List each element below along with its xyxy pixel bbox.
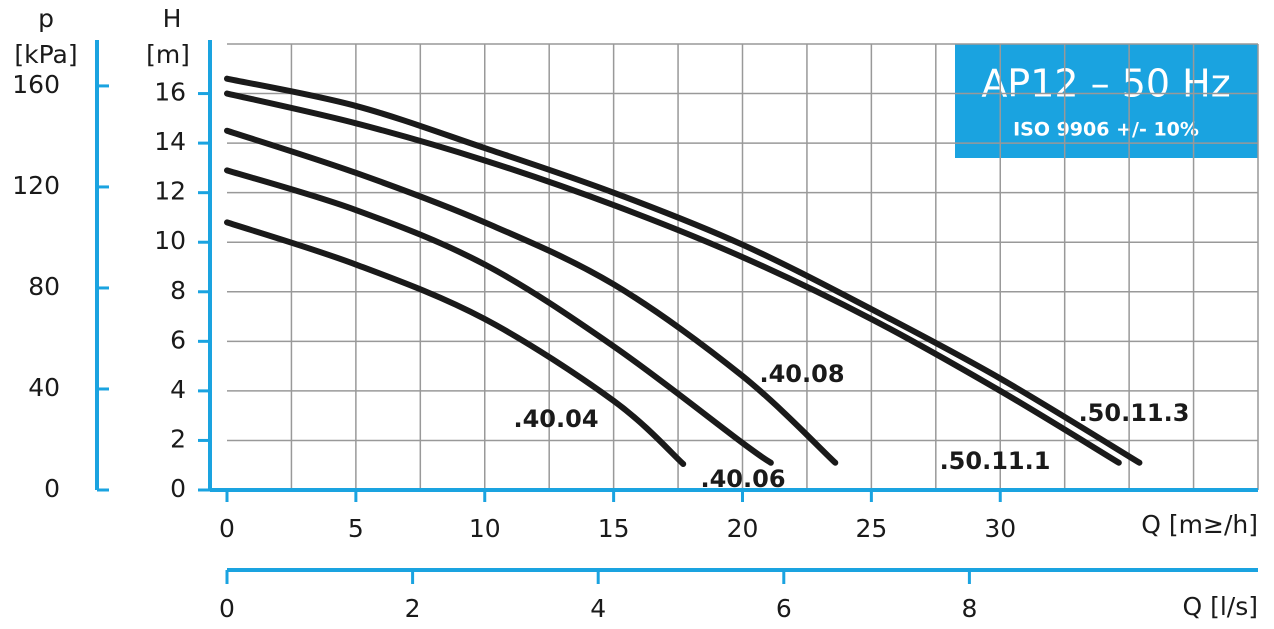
curve xyxy=(224,75,1143,466)
curve xyxy=(224,219,687,467)
x-tick-label: 20 xyxy=(727,514,759,543)
x-tick-label: 30 xyxy=(984,514,1016,543)
x2-tick-label: 6 xyxy=(776,594,792,623)
x2-tick-label: 0 xyxy=(219,594,235,623)
y-tick-label: 2 xyxy=(170,424,186,453)
y-tick-label: 12 xyxy=(154,177,186,206)
y2-tick-label: 40 xyxy=(28,373,60,402)
y2-axis-label: p xyxy=(38,4,54,33)
y-tick-label: 0 xyxy=(170,474,186,503)
x-tick-label: 0 xyxy=(219,514,235,543)
chart-subtitle: ISO 9906 +/- 10% xyxy=(1013,119,1199,141)
x-tick-label: 25 xyxy=(855,514,887,543)
y-tick-label: 8 xyxy=(170,276,186,305)
y-tick-label: 4 xyxy=(170,375,186,404)
x-tick-label: 5 xyxy=(348,514,364,543)
chart-title: AP12 – 50 Hz xyxy=(981,62,1230,106)
curve xyxy=(224,90,1122,466)
curve-label: .50.11.1 xyxy=(940,447,1051,475)
y-tick-label: 6 xyxy=(170,325,186,354)
x-tick-label: 15 xyxy=(598,514,630,543)
y-tick-label: 16 xyxy=(154,78,186,107)
x2-tick-label: 8 xyxy=(961,594,977,623)
title-box xyxy=(955,44,1258,158)
y2-tick-label: 0 xyxy=(44,474,60,503)
y-axis-label: H xyxy=(163,4,182,33)
curve-label: .40.08 xyxy=(759,360,844,388)
x-axis-label: Q [m≥/h] xyxy=(1141,510,1258,539)
y-axis-label: [m] xyxy=(146,40,190,69)
y-tick-label: 14 xyxy=(154,127,186,156)
x2-tick-label: 4 xyxy=(590,594,606,623)
y-tick-label: 10 xyxy=(154,226,186,255)
y2-tick-label: 120 xyxy=(12,171,60,200)
curve xyxy=(224,167,774,466)
x-tick-label: 10 xyxy=(469,514,501,543)
curve xyxy=(224,127,839,466)
y2-tick-label: 160 xyxy=(12,70,60,99)
curve-label: .40.06 xyxy=(700,465,785,493)
y2-tick-label: 80 xyxy=(28,272,60,301)
y2-axis-label: [kPa] xyxy=(14,40,77,69)
curve-label: .40.04 xyxy=(513,405,598,433)
x2-tick-label: 2 xyxy=(405,594,421,623)
x2-axis-label: Q [l/s] xyxy=(1182,592,1258,621)
curve-label: .50.11.3 xyxy=(1079,399,1190,427)
